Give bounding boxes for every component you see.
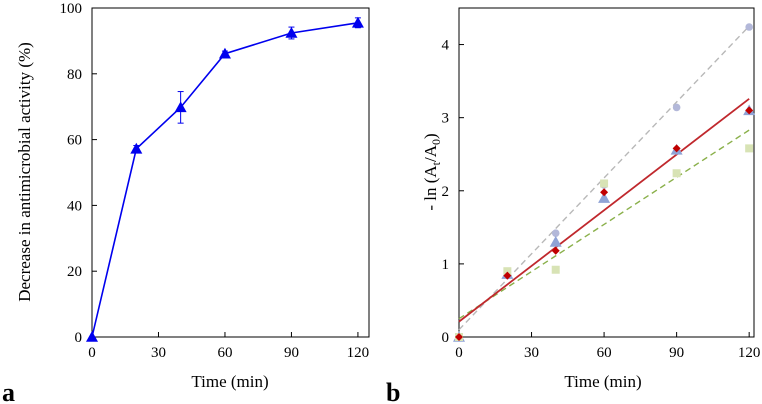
chart-a-series-line bbox=[91, 22, 359, 338]
chart-a-y-axis-label: Decrease in antimicrobial activity (%) bbox=[15, 42, 34, 302]
chart-b-marks bbox=[453, 23, 756, 342]
chart-b-x-tick-label: 0 bbox=[455, 345, 463, 361]
chart-b-x-tick-label: 90 bbox=[669, 345, 684, 361]
chart-a: 0 30 60 90 120 0 20 40 60 80 100 Time (min) Decrea… bbox=[2, 1, 370, 404]
chart-a-marks bbox=[86, 16, 364, 342]
chart-b-y-tick-label: 1 bbox=[442, 257, 450, 273]
chart-a-x-axis-label: Time (min) bbox=[191, 372, 268, 391]
chart-b-ylabel-part-2: /A bbox=[421, 144, 440, 162]
chart-a-x-tick-label: 0 bbox=[88, 345, 96, 361]
chart-a-x-tick-label: 30 bbox=[151, 345, 166, 361]
chart-b-point-circle bbox=[745, 23, 753, 31]
chart-a-ticks: 0 30 60 90 120 0 20 40 60 80 100 bbox=[60, 1, 370, 361]
chart-b-point-diamond bbox=[455, 333, 463, 341]
chart-b-ylabel-part-1: - ln (A bbox=[421, 165, 440, 211]
chart-b-ylabel-part-3: ) bbox=[421, 133, 440, 139]
chart-b-point-diamond bbox=[672, 144, 681, 153]
chart-b-point-diamond bbox=[600, 188, 609, 197]
chart-a-y-tick-label: 0 bbox=[75, 330, 83, 346]
chart-a-point bbox=[285, 27, 298, 38]
chart-b-point-circle bbox=[672, 103, 681, 112]
chart-b-point-triangle bbox=[549, 235, 562, 247]
chart-b-point-square bbox=[745, 144, 754, 153]
chart-b-point-square bbox=[503, 267, 512, 276]
chart-a-point bbox=[86, 331, 98, 342]
chart-b-fit-line-circle bbox=[458, 25, 750, 331]
chart-b-point-square bbox=[600, 179, 609, 188]
chart-a-x-tick-label: 60 bbox=[217, 345, 232, 361]
chart-b-y-tick-label: 2 bbox=[442, 184, 450, 200]
chart-b-x-axis-label: Time (min) bbox=[564, 372, 641, 391]
chart-b-y-axis-label: - ln (At/A0) bbox=[421, 133, 443, 210]
chart-b-x-tick-label: 120 bbox=[738, 345, 761, 361]
chart-b-point-square bbox=[551, 265, 560, 274]
chart-b-point-circle bbox=[551, 229, 560, 237]
chart-b-ylabel-sub-0: 0 bbox=[429, 139, 443, 145]
chart-a-point bbox=[130, 142, 143, 154]
chart-b-point-diamond bbox=[503, 271, 512, 280]
chart-b-fit-line-square bbox=[458, 129, 750, 320]
chart-b-point-diamond bbox=[745, 106, 754, 115]
chart-a-y-tick-label: 20 bbox=[67, 264, 82, 280]
chart-b-point-square bbox=[672, 169, 681, 178]
chart-b-y-tick-label: 0 bbox=[442, 330, 450, 346]
chart-a-point bbox=[174, 101, 187, 113]
chart-b-fit-line-diamond bbox=[458, 98, 750, 323]
chart-a-plot-frame bbox=[91, 7, 370, 338]
chart-a-panel-letter: a bbox=[2, 378, 15, 404]
chart-b-ylabel-sub-t: t bbox=[429, 161, 443, 165]
chart-b-x-tick-label: 60 bbox=[597, 345, 612, 361]
chart-a-point bbox=[351, 16, 364, 28]
chart-b-panel-letter: b bbox=[386, 378, 400, 404]
chart-b-ticks: 0 30 60 90 120 0 1 2 3 4 bbox=[442, 38, 761, 361]
chart-a-y-tick-label: 80 bbox=[67, 67, 82, 83]
chart-a-y-tick-label: 100 bbox=[60, 1, 83, 17]
chart-a-point bbox=[218, 47, 231, 59]
chart-b-y-tick-label: 3 bbox=[442, 111, 450, 127]
chart-a-y-tick-label: 40 bbox=[67, 198, 82, 214]
chart-b-y-tick-label: 4 bbox=[442, 38, 450, 54]
chart-a-x-tick-label: 120 bbox=[347, 345, 370, 361]
chart-b-x-tick-label: 30 bbox=[524, 345, 539, 361]
chart-b-point-triangle bbox=[598, 192, 611, 203]
chart-a-x-tick-label: 90 bbox=[284, 345, 299, 361]
chart-b-plot-frame bbox=[458, 7, 755, 338]
chart-a-y-tick-label: 60 bbox=[67, 133, 82, 149]
chart-b-point-diamond bbox=[551, 246, 560, 255]
chart-b-fit-lines bbox=[458, 25, 750, 331]
